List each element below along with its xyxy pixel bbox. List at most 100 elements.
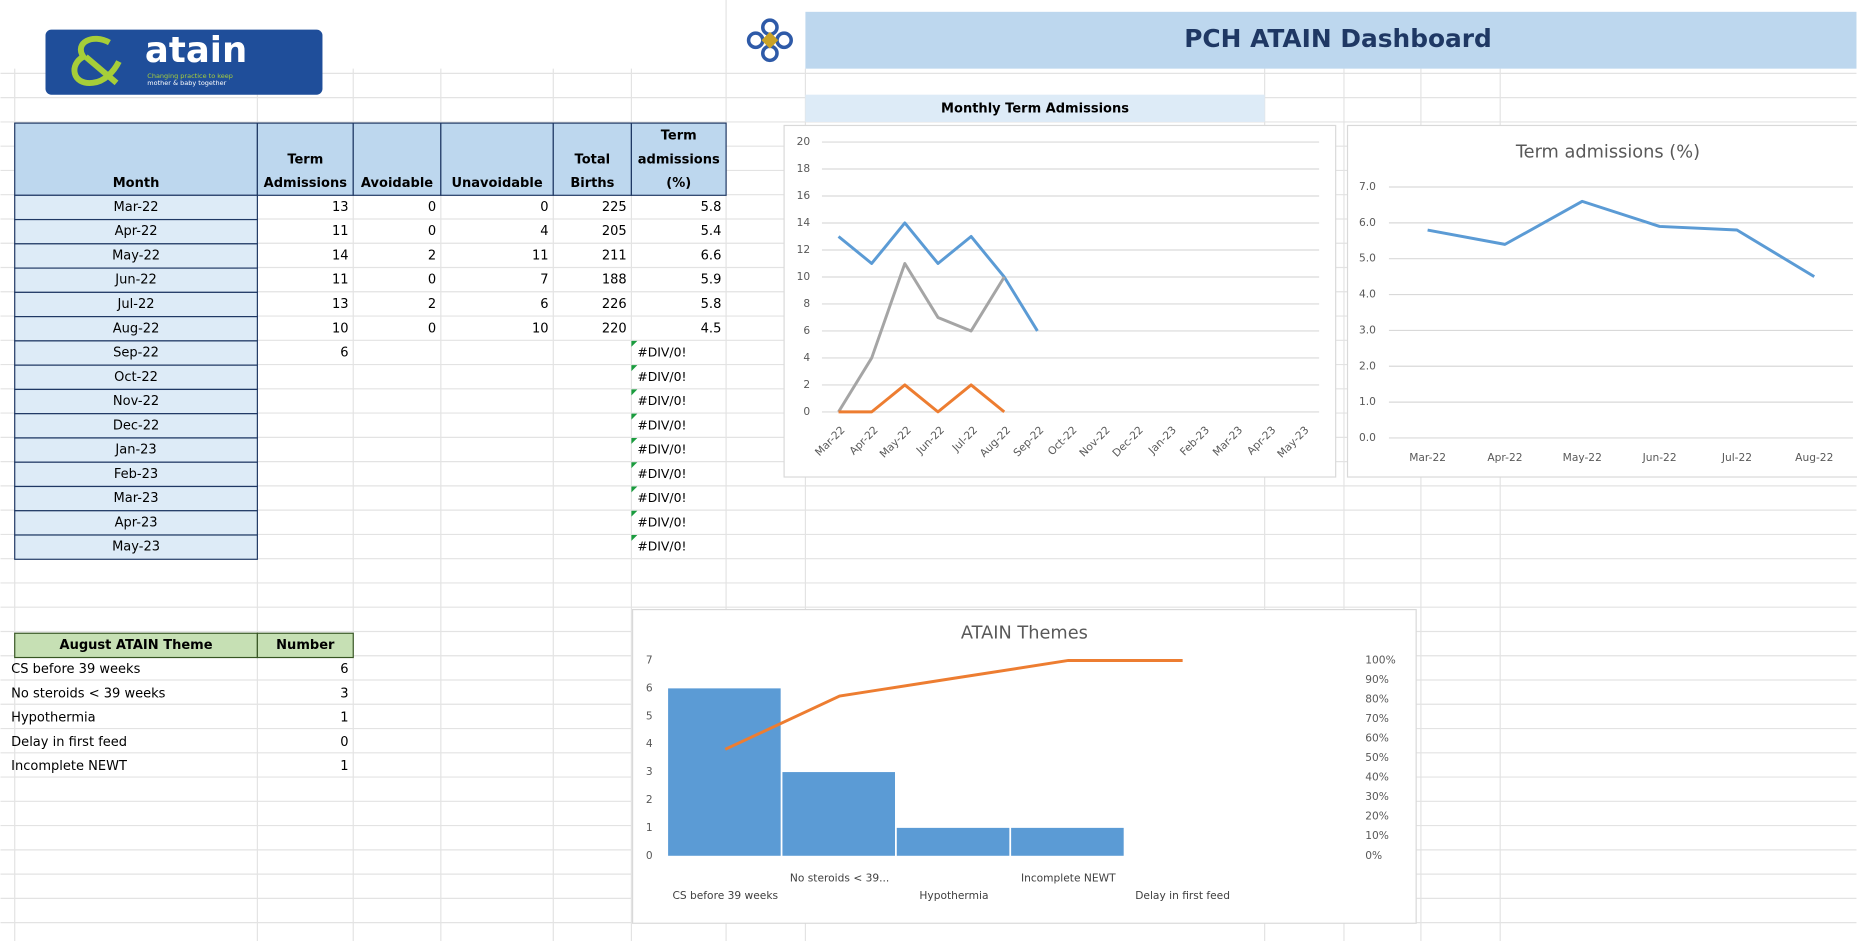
series-line [837, 221, 1039, 332]
cell-value: 0 [428, 224, 436, 239]
bar [896, 827, 1010, 856]
cell-error: #DIV/0! [637, 345, 686, 360]
month-cell [14, 243, 258, 269]
x-tick-label: Jul-22 [1721, 451, 1752, 464]
y-tick-label: 8 [803, 297, 810, 310]
y-tick-label: 14 [797, 216, 811, 229]
cell-value: 4.5 [701, 321, 722, 336]
month-cell [14, 461, 258, 488]
y-tick-label: 4 [803, 351, 810, 364]
x-tick-label: Apr-22 [1487, 451, 1522, 464]
cell-value: 11 [332, 273, 349, 288]
series-line [1427, 199, 1816, 278]
cell-value: 10 [332, 321, 349, 336]
error-flag [631, 437, 638, 444]
cell-value: 225 [602, 200, 627, 215]
error-flag [631, 510, 638, 517]
error-flag [631, 486, 638, 493]
month: Apr-23 [115, 515, 158, 530]
cell-value: 188 [602, 273, 627, 288]
y-tick-label: 6 [803, 324, 810, 337]
y2-tick-label: 20% [1365, 810, 1389, 823]
x-tick-label: Delay in first feed [1135, 889, 1230, 902]
cell-value: 11 [532, 248, 549, 263]
y2-tick-label: 90% [1365, 673, 1389, 686]
y-tick-label: 2.0 [1359, 359, 1376, 372]
header-text: August ATAIN Theme [60, 638, 213, 653]
header-text: Month [113, 176, 160, 191]
theme-name: Incomplete NEWT [11, 759, 127, 774]
header-cell [352, 122, 442, 196]
cell-value: 211 [602, 248, 627, 263]
header-cell [14, 632, 258, 659]
series-line [838, 383, 1006, 414]
x-tick-label: Hypothermia [919, 889, 988, 902]
cell-error: #DIV/0! [637, 466, 686, 481]
cell-value: 2 [428, 248, 436, 263]
x-tick-label: No steroids < 39... [790, 871, 889, 884]
header-text: Unavoidable [451, 176, 542, 191]
error-flag [631, 462, 638, 469]
header-cell [14, 122, 258, 196]
chart-frame [783, 124, 1337, 478]
cell-value: 0 [540, 200, 548, 215]
header-text: Term [661, 129, 697, 144]
error-flag [631, 413, 638, 420]
y-tick-label: 12 [797, 243, 811, 256]
cell-error: #DIV/0! [637, 490, 686, 505]
header-text: Avoidable [361, 176, 433, 191]
month-cell [14, 388, 258, 415]
theme-number: 3 [340, 686, 348, 701]
month-cell [14, 291, 258, 318]
header-text: admissions [638, 152, 720, 167]
header-text: Total [575, 152, 611, 167]
month: Aug-22 [113, 321, 160, 336]
cell-value: 226 [602, 297, 627, 312]
x-tick-label: Aug-22 [1795, 451, 1833, 464]
logo-tagline: mother & baby together [147, 79, 226, 87]
cell-value: 14 [332, 248, 349, 263]
y-tick-label: 1.0 [1359, 395, 1376, 408]
bar [782, 772, 896, 856]
logo-mark [83, 54, 119, 86]
cell-value: 0 [428, 200, 436, 215]
y-tick-label: 0 [803, 405, 810, 418]
y-tick-label: 6.0 [1359, 216, 1376, 229]
y-tick-label: 5 [646, 709, 653, 722]
theme-number: 1 [340, 759, 348, 774]
y-tick-label: 3 [646, 765, 653, 778]
x-tick-label: Incomplete NEWT [1021, 871, 1116, 884]
month-cell [14, 218, 258, 245]
cell-value: 13 [332, 200, 349, 215]
logo-tagline: Changing practice to keep [147, 72, 233, 80]
month: Feb-23 [114, 467, 158, 482]
cell-value: 2 [428, 297, 436, 312]
month: Oct-22 [114, 370, 158, 385]
cell-value: 10 [532, 321, 549, 336]
tables: Month Term Admissions Avoidable Unavoidable T… [11, 122, 727, 774]
y-tick-label: 6 [646, 681, 653, 694]
cell-value: 4 [540, 224, 548, 239]
cell-value: 6 [540, 297, 548, 312]
cell-error: #DIV/0! [637, 393, 686, 408]
cell-error: #DIV/0! [637, 417, 686, 432]
y2-tick-label: 70% [1365, 712, 1389, 725]
logo-name: atain [145, 30, 247, 71]
cell-value: 5.4 [701, 224, 722, 239]
y-tick-label: 16 [797, 189, 811, 202]
month-cell [14, 485, 258, 512]
month: May-22 [112, 248, 160, 263]
theme-name: Delay in first feed [11, 735, 127, 750]
y-tick-label: 0 [646, 849, 653, 862]
theme-name: CS before 39 weeks [11, 662, 140, 677]
y2-tick-label: 40% [1365, 771, 1389, 784]
cumulative-line [724, 658, 1183, 751]
y2-tick-label: 80% [1365, 693, 1389, 706]
y-tick-label: 2 [646, 793, 653, 806]
month: Mar-22 [114, 200, 159, 215]
cell-value: 6.6 [701, 248, 722, 263]
month-cell [14, 510, 258, 536]
month-cell [14, 364, 258, 391]
